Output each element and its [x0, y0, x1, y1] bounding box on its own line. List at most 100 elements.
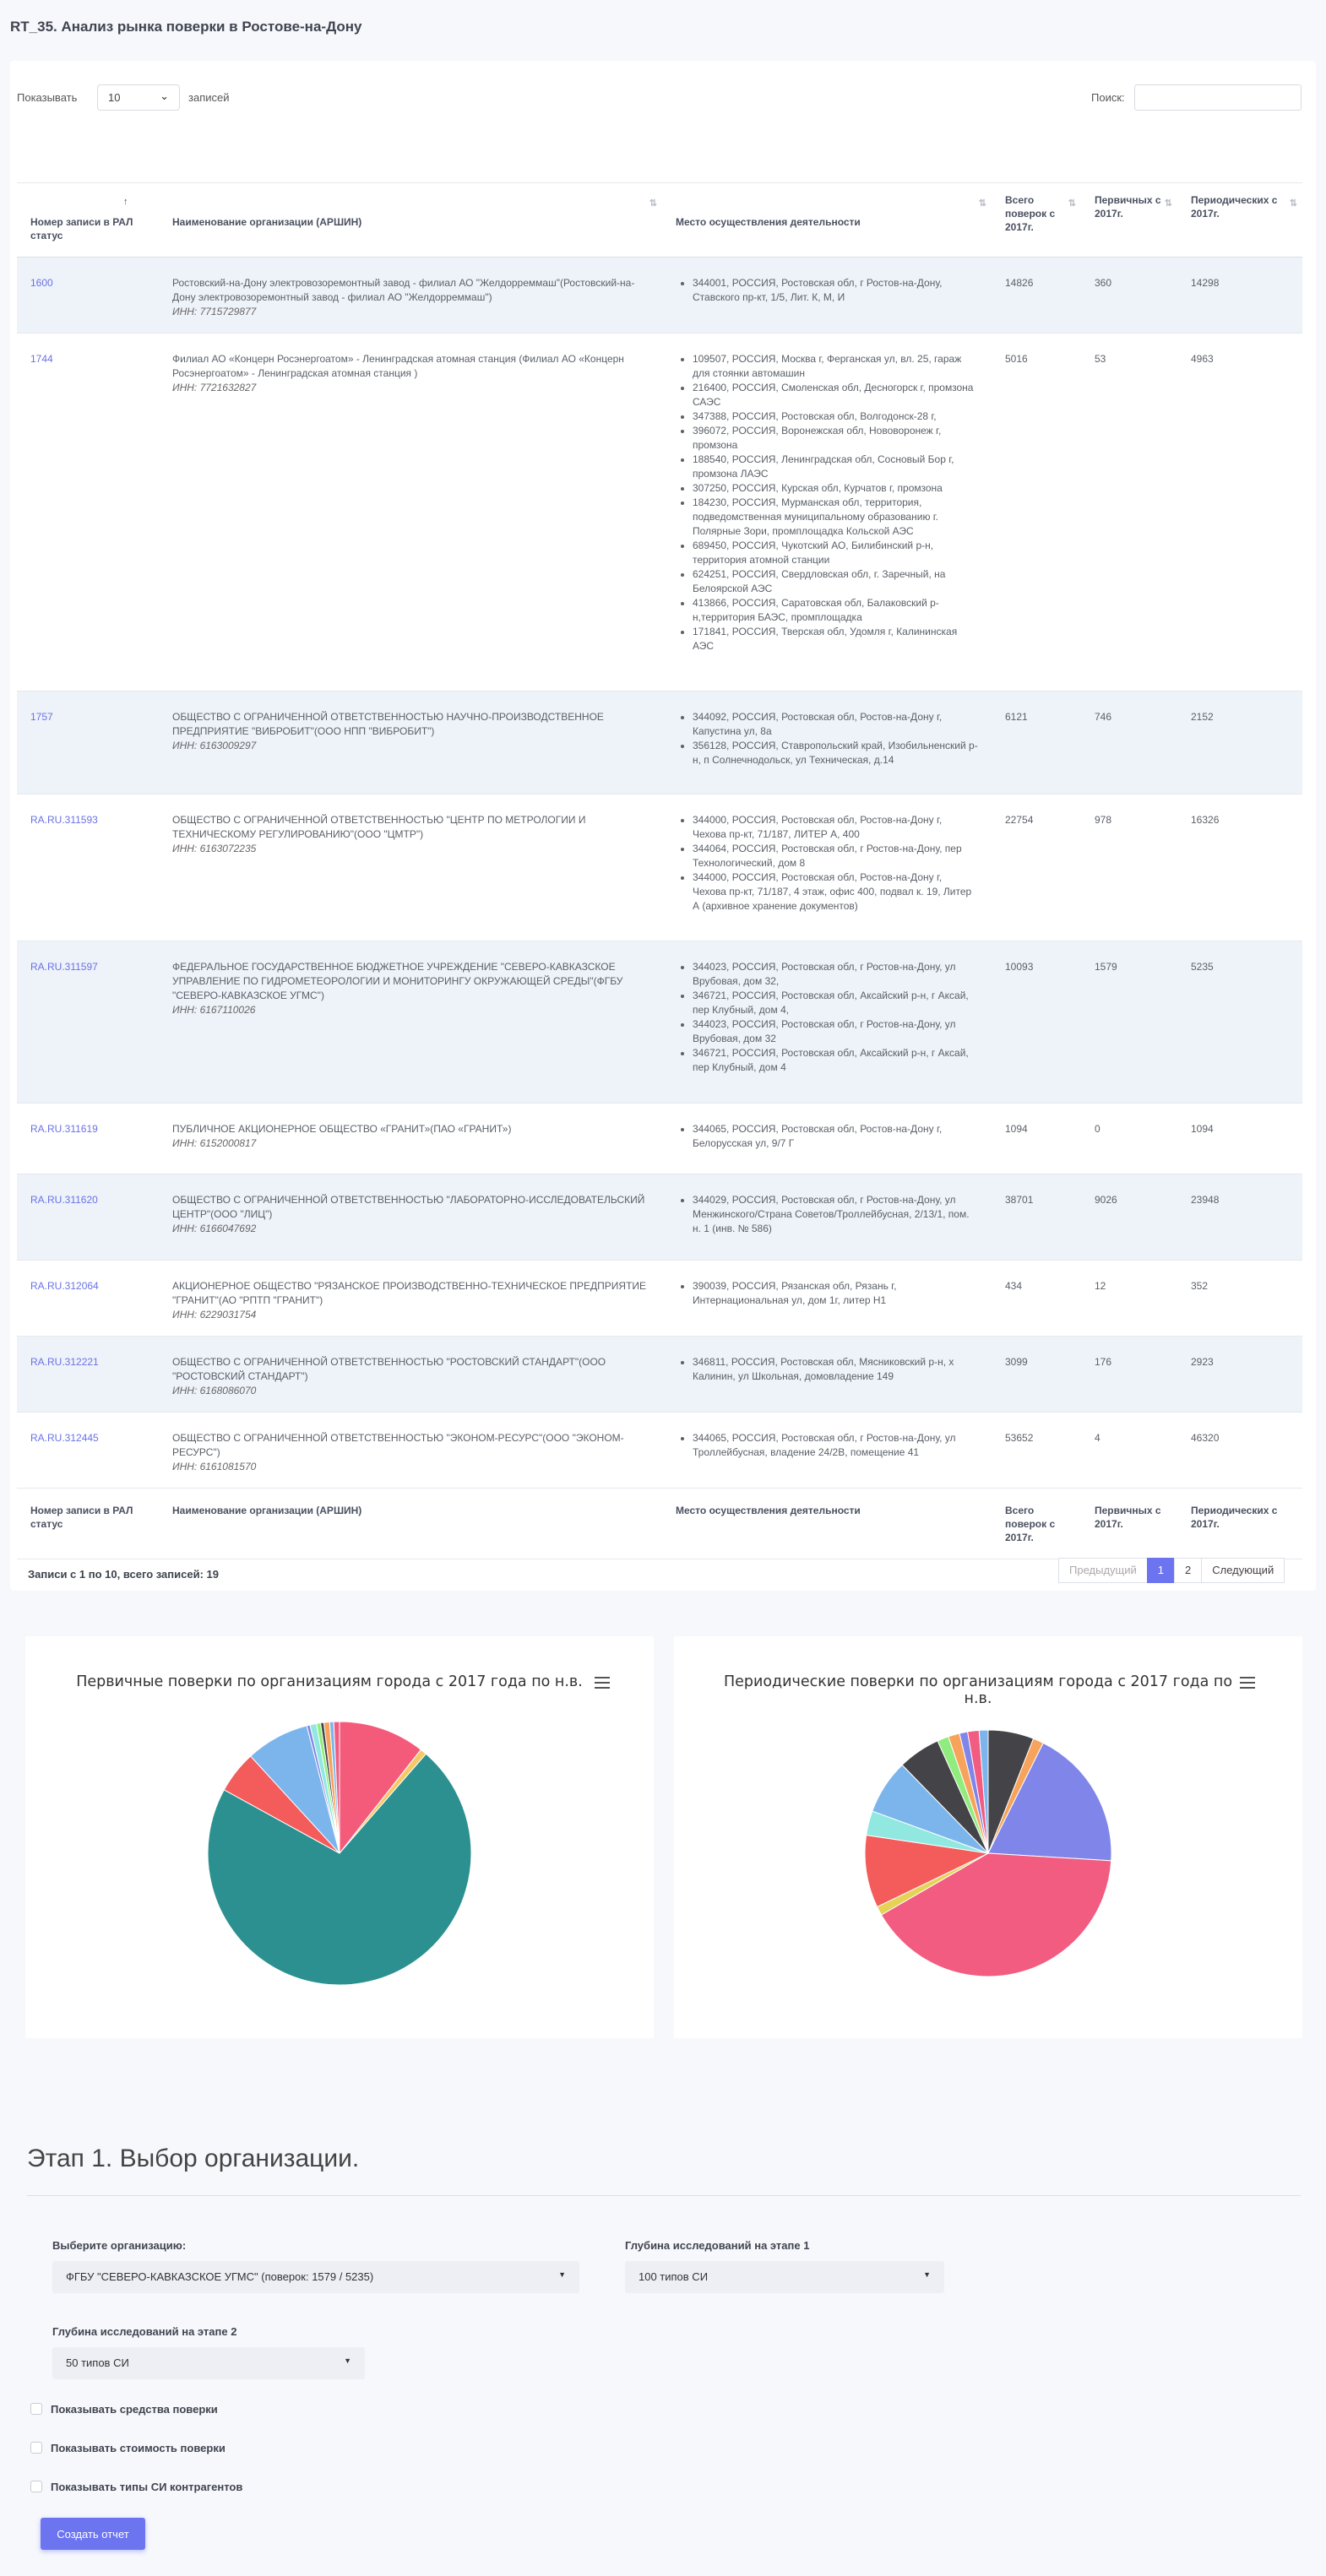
ral-link[interactable]: RA.RU.311597 [30, 961, 98, 973]
places-list: 344001, РОССИЯ, Ростовская обл, г Ростов… [676, 276, 978, 305]
pie-slice[interactable] [880, 1852, 1112, 1977]
table-row: RA.RU.311619 ПУБЛИЧНОЕ АКЦИОНЕРНОЕ ОБЩЕСТ… [17, 1103, 1302, 1174]
page-2-button[interactable]: 2 [1174, 1558, 1203, 1583]
places-list: 344065, РОССИЯ, Ростовская обл, Ростов-н… [676, 1122, 978, 1151]
ral-link[interactable]: 1757 [30, 711, 53, 723]
place-item: 346721, РОССИЯ, Ростовская обл, Аксайски… [693, 989, 978, 1017]
divider [27, 2195, 1301, 2196]
ral-link[interactable]: 1600 [30, 277, 53, 289]
org-cell: ОБЩЕСТВО С ОГРАНИЧЕННОЙ ОТВЕТСТВЕННОСТЬЮ… [159, 1336, 662, 1413]
place-item: 344001, РОССИЯ, Ростовская обл, г Ростов… [693, 276, 978, 305]
search-label: Поиск: [1091, 91, 1125, 104]
place-item: 344065, РОССИЯ, Ростовская обл, Ростов-н… [693, 1122, 978, 1151]
total-cell: 53652 [992, 1412, 1081, 1489]
ral-cell: RA.RU.311620 [17, 1174, 159, 1261]
table-row: RA.RU.312064 АКЦИОНЕРНОЕ ОБЩЕСТВО "РЯЗАНС… [17, 1260, 1302, 1337]
primary-chart-card: Первичные поверки по организациям города… [25, 1636, 654, 2038]
organizations-table: ↑ Номер записи в РАЛ статус ⇅ Наименование… [17, 182, 1302, 1559]
sort-icon: ⇅ [978, 198, 986, 209]
org-inn: ИНН: 6168086070 [172, 1385, 257, 1396]
org-select[interactable]: ФГБУ "СЕВЕРО-КАВКАЗСКОЕ УГМС" (поверок: … [52, 2261, 579, 2293]
ral-link[interactable]: RA.RU.312445 [30, 1432, 99, 1444]
checkbox-box[interactable] [30, 2481, 42, 2492]
pie-slice[interactable] [339, 1721, 422, 1855]
ral-cell: RA.RU.311593 [17, 794, 159, 941]
col-header-place[interactable]: ⇅ Место осуществления деятельности [662, 182, 992, 258]
ral-link[interactable]: RA.RU.311593 [30, 814, 98, 826]
table-row: 1757 ОБЩЕСТВО С ОГРАНИЧЕННОЙ ОТВЕТСТВЕННО… [17, 691, 1302, 794]
place-item: 390039, РОССИЯ, Рязанская обл, Рязань г,… [693, 1279, 978, 1308]
pie-slice[interactable] [864, 1834, 990, 1908]
depth1-select[interactable]: 100 типов СИ ▼ [625, 2261, 944, 2293]
pie-slice[interactable] [987, 1742, 1112, 1862]
org-inn: ИНН: 6163072235 [172, 843, 257, 854]
place-item: 344029, РОССИЯ, Ростовская обл, г Ростов… [693, 1193, 978, 1236]
total-cell: 1094 [992, 1103, 1081, 1174]
org-inn: ИНН: 6166047692 [172, 1223, 257, 1234]
place-item: 689450, РОССИЯ, Чукотский АО, Билибински… [693, 539, 978, 567]
checkbox-label: Показывать средства поверки [51, 2402, 218, 2416]
table-info: Записи с 1 по 10, всего записей: 19 [28, 1568, 219, 1581]
places-list: 109507, РОССИЯ, Москва г, Ферганская ул,… [676, 352, 978, 653]
org-cell: ОБЩЕСТВО С ОГРАНИЧЕННОЙ ОТВЕТСТВЕННОСТЬЮ… [159, 691, 662, 794]
depth2-select[interactable]: 50 типов СИ ▼ [52, 2347, 365, 2379]
page-1-button[interactable]: 1 [1146, 1558, 1175, 1583]
show-cost-checkbox[interactable]: Показывать стоимость поверки [30, 2440, 226, 2455]
org-name: Ростовский-на-Дону электровозоремонтный … [172, 277, 635, 303]
org-cell: ФЕДЕРАЛЬНОЕ ГОСУДАРСТВЕННОЕ БЮДЖЕТНОЕ УЧ… [159, 941, 662, 1104]
col-header-periodic[interactable]: ⇅ Периодических с 2017г. [1177, 182, 1302, 258]
primary-cell: 9026 [1081, 1174, 1177, 1261]
ral-cell: RA.RU.311619 [17, 1103, 159, 1174]
pie-slice[interactable] [207, 1753, 472, 1986]
next-page-button[interactable]: Следующий [1201, 1558, 1285, 1583]
org-name: ОБЩЕСТВО С ОГРАНИЧЕННОЙ ОТВЕТСТВЕННОСТЬЮ… [172, 711, 604, 737]
places-list: 346811, РОССИЯ, Ростовская обл, Мясников… [676, 1355, 978, 1384]
total-cell: 22754 [992, 794, 1081, 941]
depth2-label: Глубина исследований на этапе 2 [52, 2325, 237, 2338]
pie-slice[interactable] [333, 1721, 340, 1854]
places-list: 344000, РОССИЯ, Ростовская обл, Ростов-н… [676, 813, 978, 914]
ral-link[interactable]: RA.RU.311620 [30, 1194, 98, 1206]
table-controls: Показывать 10 ⌄ записей Поиск: [17, 84, 1302, 111]
show-tools-checkbox[interactable]: Показывать средства поверки [30, 2401, 218, 2416]
ral-cell: 1744 [17, 333, 159, 691]
places-list: 344092, РОССИЯ, Ростовская обл, Ростов-н… [676, 710, 978, 767]
periodic-cell: 2152 [1177, 691, 1302, 794]
checkbox-box[interactable] [30, 2403, 42, 2415]
place-item: 344064, РОССИЯ, Ростовская обл, г Ростов… [693, 842, 978, 870]
place-item: 184230, РОССИЯ, Мурманская обл, территор… [693, 496, 978, 539]
hamburger-menu-icon[interactable] [1240, 1677, 1255, 1689]
ral-link[interactable]: RA.RU.312221 [30, 1356, 99, 1368]
ral-link[interactable]: RA.RU.311619 [30, 1123, 98, 1135]
total-cell: 434 [992, 1260, 1081, 1337]
checkbox-box[interactable] [30, 2442, 42, 2454]
search-input[interactable] [1134, 84, 1302, 111]
pie-slice[interactable] [978, 1729, 989, 1854]
col-header-primary[interactable]: ⇅ Первичных с 2017г. [1081, 182, 1177, 258]
caret-down-icon: ▼ [558, 2270, 566, 2279]
depth1-label: Глубина исследований на этапе 1 [625, 2239, 810, 2252]
place-item: 171841, РОССИЯ, Тверская обл, Удомля г, … [693, 625, 978, 653]
hamburger-menu-icon[interactable] [595, 1677, 610, 1689]
place-item: 344000, РОССИЯ, Ростовская обл, Ростов-н… [693, 870, 978, 914]
col-header-org[interactable]: ⇅ Наименование организации (АРШИН) [159, 182, 662, 258]
org-name: ОБЩЕСТВО С ОГРАНИЧЕННОЙ ОТВЕТСТВЕННОСТЬЮ… [172, 1432, 624, 1458]
table-row: RA.RU.312221 ОБЩЕСТВО С ОГРАНИЧЕННОЙ ОТВЕ… [17, 1336, 1302, 1413]
org-cell: ОБЩЕСТВО С ОГРАНИЧЕННОЙ ОТВЕТСТВЕННОСТЬЮ… [159, 794, 662, 941]
place-item: 413866, РОССИЯ, Саратовская обл, Балаков… [693, 596, 978, 625]
show-types-checkbox[interactable]: Показывать типы СИ контрагентов [30, 2479, 242, 2494]
prev-page-button[interactable]: Предыдущий [1058, 1558, 1148, 1583]
periodic-cell: 5235 [1177, 941, 1302, 1104]
org-cell: ОБЩЕСТВО С ОГРАНИЧЕННОЙ ОТВЕТСТВЕННОСТЬЮ… [159, 1174, 662, 1261]
col-header-ral[interactable]: ↑ Номер записи в РАЛ статус [17, 182, 159, 258]
table-row: 1600 Ростовский-на-Дону электровозоремонт… [17, 257, 1302, 334]
col-header-total[interactable]: ⇅ Всего поверок с 2017г. [992, 182, 1081, 258]
ral-link[interactable]: 1744 [30, 353, 53, 365]
length-select[interactable]: 10 ⌄ [97, 84, 180, 111]
ral-cell: RA.RU.312064 [17, 1260, 159, 1337]
place-item: 346811, РОССИЯ, Ростовская обл, Мясников… [693, 1355, 978, 1384]
page-title: RT_35. Анализ рынка поверки в Ростове-на… [10, 19, 362, 35]
ral-link[interactable]: RA.RU.312064 [30, 1280, 99, 1292]
create-report-button[interactable]: Создать отчет [41, 2518, 145, 2550]
primary-cell: 176 [1081, 1336, 1177, 1413]
